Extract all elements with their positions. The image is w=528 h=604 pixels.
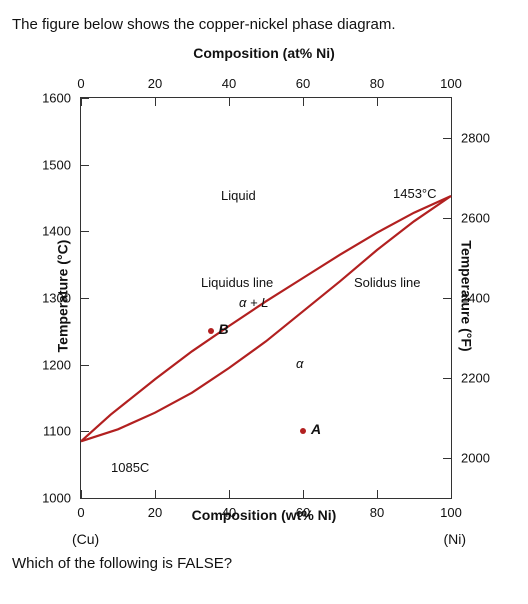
- y-tick-left: 1400: [42, 224, 71, 239]
- x-tick-top: 40: [222, 76, 236, 91]
- y-tick-right: 2000: [461, 451, 490, 466]
- ni-label: (Ni): [443, 531, 466, 547]
- x-tick: 40: [222, 505, 236, 520]
- top-axis-title: Composition (at% Ni): [12, 45, 516, 61]
- t-low-label: 1085C: [111, 460, 149, 475]
- x-tick-top: 100: [440, 76, 462, 91]
- x-tick: 100: [440, 505, 462, 520]
- y-tick-left: 1100: [43, 424, 71, 439]
- y-tick-left: 1000: [42, 491, 71, 506]
- x-tick: 20: [148, 505, 162, 520]
- x-tick-top: 0: [77, 76, 84, 91]
- y-tick-left: 1300: [42, 291, 71, 306]
- point-B-label: B: [219, 321, 229, 337]
- liquid-label: Liquid: [221, 188, 256, 203]
- cu-label: (Cu): [72, 531, 99, 547]
- t-high-label: 1453°C: [393, 186, 437, 201]
- question-text: Which of the following is FALSE?: [12, 553, 516, 574]
- point-A-label: A: [311, 421, 321, 437]
- solidus-label: Solidus line: [354, 275, 421, 290]
- x-tick: 0: [77, 505, 84, 520]
- x-tick: 80: [370, 505, 384, 520]
- plot-area: Liquid Liquidus line Solidus line α + L …: [80, 97, 452, 499]
- y-tick-left: 1600: [42, 91, 71, 106]
- y-tick-right: 2400: [461, 291, 490, 306]
- liquidus-line: [81, 196, 451, 441]
- x-tick-top: 80: [370, 76, 384, 91]
- alpha-plus-L-label: α + L: [239, 295, 268, 310]
- x-tick-top: 20: [148, 76, 162, 91]
- y-tick-right: 2800: [461, 131, 490, 146]
- x-tick: 60: [296, 505, 310, 520]
- solidus-line: [81, 196, 451, 441]
- point-A: [300, 428, 306, 434]
- intro-text: The figure below shows the copper-nickel…: [12, 14, 516, 35]
- y-tick-left: 1500: [42, 157, 71, 172]
- liquidus-label: Liquidus line: [201, 275, 273, 290]
- phase-diagram: Composition (at% Ni) Temperature (°C) Te…: [12, 45, 516, 547]
- y-tick-right: 2600: [461, 211, 490, 226]
- point-B: [208, 328, 214, 334]
- x-tick-top: 60: [296, 76, 310, 91]
- y-tick-right: 2200: [461, 371, 490, 386]
- alpha-label: α: [296, 356, 303, 371]
- y-tick-left: 1200: [42, 357, 71, 372]
